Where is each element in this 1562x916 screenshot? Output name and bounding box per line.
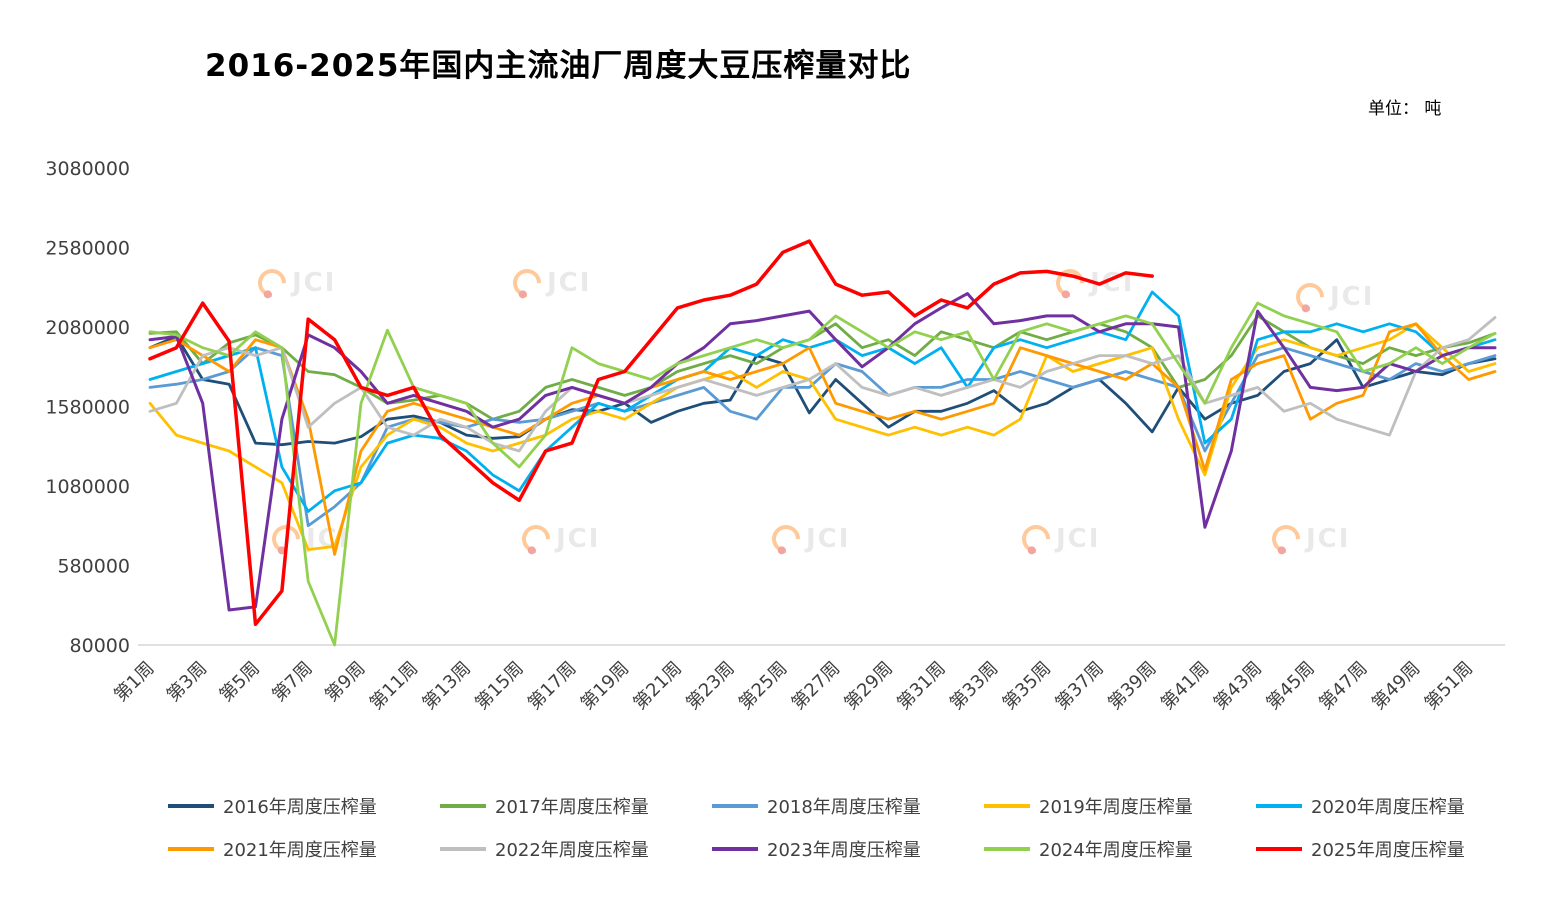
x-axis-tick-label: 第35周	[999, 658, 1056, 715]
y-axis-tick-label: 2580000	[45, 238, 130, 260]
x-axis-tick-label: 第43周	[1210, 658, 1267, 715]
legend-label: 2023年周度压榨量	[767, 839, 921, 861]
x-axis-tick-label: 第13周	[419, 658, 476, 715]
legend-item-y2024: 2024年周度压榨量	[984, 827, 1256, 870]
legend-label: 2017年周度压榨量	[495, 796, 649, 818]
x-axis-tick-label: 第1周	[110, 658, 158, 706]
x-axis-tick-label: 第33周	[946, 658, 1003, 715]
chart-canvas: 80000 580000 1080000 1580000 2080000 2580000 3…	[45, 158, 1505, 715]
x-axis-tick-label: 第11周	[366, 658, 423, 715]
x-axis-tick-label: 第29周	[840, 658, 897, 715]
y-axis-tick-label: 3080000	[45, 158, 130, 180]
legend-swatch-icon	[440, 846, 486, 851]
chart-legend: 2016年周度压榨量 2017年周度压榨量 2018年周度压榨量 2019年周度压榨量…	[168, 784, 1530, 870]
series-line-y2024	[148, 301, 1497, 647]
legend-item-y2023: 2023年周度压榨量	[712, 827, 984, 870]
legend-label: 2019年周度压榨量	[1039, 796, 1193, 818]
x-axis-tick-label: 第7周	[268, 658, 316, 706]
legend-item-y2019: 2019年周度压榨量	[984, 784, 1256, 827]
legend-swatch-icon	[712, 846, 758, 851]
x-axis-tick-label: 第9周	[321, 658, 369, 706]
legend-item-y2016: 2016年周度压榨量	[168, 784, 440, 827]
x-axis-tick-label: 第17周	[524, 658, 581, 715]
x-axis-tick-label: 第31周	[893, 658, 950, 715]
x-axis-tick-label: 第25周	[735, 658, 792, 715]
x-axis-tick-label: 第37周	[1051, 658, 1108, 715]
legend-item-y2020: 2020年周度压榨量	[1256, 784, 1528, 827]
y-axis-tick-label: 580000	[57, 556, 130, 578]
legend-label: 2022年周度压榨量	[495, 839, 649, 861]
legend-item-y2018: 2018年周度压榨量	[712, 784, 984, 827]
legend-label: 2024年周度压榨量	[1039, 839, 1193, 861]
legend-swatch-icon	[1256, 803, 1302, 808]
unit-label: 单位： 吨	[1368, 99, 1442, 119]
legend-item-y2022: 2022年周度压榨量	[440, 827, 712, 870]
y-axis-tick-label: 1080000	[45, 476, 130, 498]
legend-swatch-icon	[984, 846, 1030, 851]
x-axis-tick-label: 第27周	[788, 658, 845, 715]
y-axis-tick-label: 1580000	[45, 397, 130, 419]
legend-swatch-icon	[440, 803, 486, 808]
legend-item-y2017: 2017年周度压榨量	[440, 784, 712, 827]
x-axis-tick-label: 第15周	[471, 658, 528, 715]
series-line-y2019	[148, 322, 1497, 551]
legend-label: 2025年周度压榨量	[1311, 839, 1465, 861]
x-axis-tick-label: 第3周	[163, 658, 211, 706]
legend-swatch-icon	[712, 803, 758, 808]
series-line-y2016	[148, 335, 1497, 447]
series-line-y2017	[148, 314, 1497, 421]
series-line-y2025	[148, 239, 1154, 627]
legend-item-y2021: 2021年周度压榨量	[168, 827, 440, 870]
x-axis-tick-label: 第21周	[629, 658, 686, 715]
series-line-y2020	[148, 290, 1497, 513]
legend-label: 2016年周度压榨量	[223, 796, 377, 818]
series-line-y2023	[148, 292, 1497, 612]
x-axis-tick-label: 第41周	[1157, 658, 1214, 715]
legend-swatch-icon	[168, 803, 214, 808]
legend-label: 2021年周度压榨量	[223, 839, 377, 861]
legend-label: 2020年周度压榨量	[1311, 796, 1465, 818]
y-axis-tick-label: 2080000	[45, 317, 130, 339]
series-line-y2022	[148, 316, 1497, 453]
legend-label: 2018年周度压榨量	[767, 796, 921, 818]
x-axis-tick-label: 第19周	[577, 658, 634, 715]
legend-swatch-icon	[168, 846, 214, 851]
series-line-y2021	[148, 322, 1497, 556]
legend-item-y2025: 2025年周度压榨量	[1256, 827, 1528, 870]
x-axis-tick-label: 第49周	[1368, 658, 1425, 715]
x-axis-tick-label: 第5周	[216, 658, 264, 706]
legend-swatch-icon	[1256, 846, 1302, 851]
y-axis-tick-label: 80000	[70, 635, 130, 657]
x-axis-tick-label: 第23周	[682, 658, 739, 715]
chart-title: 2016-2025年国内主流油厂周度大豆压榨量对比	[205, 48, 912, 84]
x-axis-tick-label: 第51周	[1421, 658, 1478, 715]
x-axis-tick-label: 第39周	[1104, 658, 1161, 715]
x-axis-tick-label: 第45周	[1262, 658, 1319, 715]
x-axis-tick-label: 第47周	[1315, 658, 1372, 715]
legend-swatch-icon	[984, 803, 1030, 808]
